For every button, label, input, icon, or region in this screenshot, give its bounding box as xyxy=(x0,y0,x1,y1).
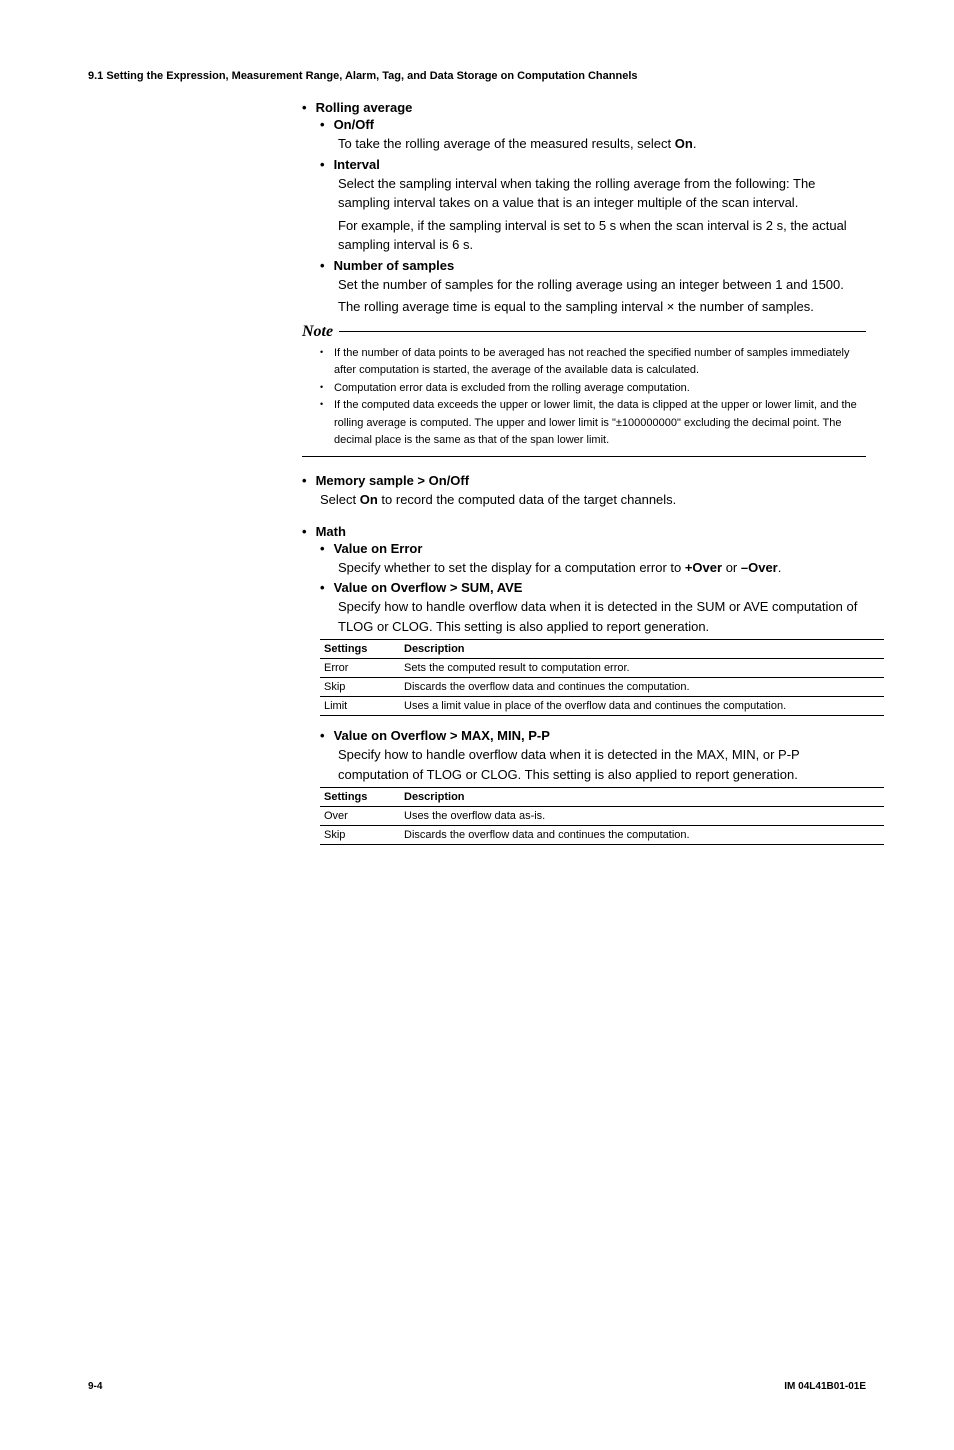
value-error-text: Specify whether to set the display for a… xyxy=(338,558,866,578)
memory-text: Select On to record the computed data of… xyxy=(320,490,866,510)
table-header: Settings xyxy=(320,640,400,659)
table-cell: Error xyxy=(320,659,400,678)
table-header: Description xyxy=(400,640,884,659)
note-item: If the computed data exceeds the upper o… xyxy=(320,397,866,450)
content-region: • Rolling average • On/Off To take the r… xyxy=(302,100,866,845)
memory-title: Memory sample > On/Off xyxy=(316,473,470,488)
samples-p1: Set the number of samples for the rollin… xyxy=(338,275,866,295)
samples-title: Number of samples xyxy=(334,258,455,273)
interval-p1: Select the sampling interval when taking… xyxy=(338,174,866,213)
onoff-text: To take the rolling average of the measu… xyxy=(338,134,866,154)
text-segment: Select xyxy=(320,492,360,507)
maxmin-p1: Specify how to handle overflow data when… xyxy=(338,745,866,784)
note-header: Note xyxy=(302,323,866,341)
text-bold: On xyxy=(675,136,693,151)
bullet-icon: • xyxy=(320,258,325,273)
bullet-icon: • xyxy=(302,524,307,539)
page-number: 9-4 xyxy=(88,1381,102,1392)
text-bold: –Over xyxy=(741,560,778,575)
table-cell: Uses a limit value in place of the overf… xyxy=(400,697,884,716)
text-segment: To take the rolling average of the measu… xyxy=(338,136,675,151)
math-title: Math xyxy=(316,524,346,539)
bullet-icon: • xyxy=(320,728,325,743)
bullet-icon: • xyxy=(320,117,325,132)
bullet-icon: • xyxy=(320,541,325,556)
note-item: If the number of data points to be avera… xyxy=(320,345,866,380)
text-bold: On xyxy=(360,492,378,507)
rolling-average-title: Rolling average xyxy=(316,100,413,115)
table-cell: Discards the overflow data and continues… xyxy=(400,678,884,697)
text-bold: +Over xyxy=(685,560,722,575)
table-header: Description xyxy=(400,788,884,807)
note-label: Note xyxy=(302,323,333,341)
table-row: Over Uses the overflow data as-is. xyxy=(320,807,884,826)
table-cell: Sets the computed result to computation … xyxy=(400,659,884,678)
maxmin-title: Value on Overflow > MAX, MIN, P-P xyxy=(334,728,550,743)
sumave-p1: Specify how to handle overflow data when… xyxy=(338,597,866,636)
sumave-title: Value on Overflow > SUM, AVE xyxy=(334,580,523,595)
table-cell: Uses the overflow data as-is. xyxy=(400,807,884,826)
table-row: Skip Discards the overflow data and cont… xyxy=(320,826,884,845)
note-header-line xyxy=(339,331,866,332)
note-bottom-line xyxy=(302,456,866,457)
onoff-title: On/Off xyxy=(334,117,374,132)
note-list: If the number of data points to be avera… xyxy=(320,345,866,451)
table-row: Error Sets the computed result to comput… xyxy=(320,659,884,678)
doc-id: IM 04L41B01-01E xyxy=(784,1381,866,1392)
text-segment: . xyxy=(693,136,697,151)
bullet-icon: • xyxy=(302,473,307,488)
bullet-icon: • xyxy=(302,100,307,115)
note-item: Computation error data is excluded from … xyxy=(320,380,866,398)
footer: 9-4 IM 04L41B01-01E xyxy=(88,1381,866,1392)
bullet-icon: • xyxy=(320,157,325,172)
table-cell: Skip xyxy=(320,826,400,845)
table-header: Settings xyxy=(320,788,400,807)
table-cell: Limit xyxy=(320,697,400,716)
interval-title: Interval xyxy=(334,157,380,172)
bullet-icon: • xyxy=(320,580,325,595)
table-cell: Skip xyxy=(320,678,400,697)
text-segment: . xyxy=(778,560,782,575)
maxmin-table: Settings Description Over Uses the overf… xyxy=(320,787,884,845)
table-cell: Discards the overflow data and continues… xyxy=(400,826,884,845)
text-segment: to record the computed data of the targe… xyxy=(378,492,676,507)
interval-p2: For example, if the sampling interval is… xyxy=(338,216,866,255)
samples-p2: The rolling average time is equal to the… xyxy=(338,297,866,317)
section-header: 9.1 Setting the Expression, Measurement … xyxy=(88,70,866,82)
sumave-table: Settings Description Error Sets the comp… xyxy=(320,639,884,716)
table-row: Skip Discards the overflow data and cont… xyxy=(320,678,884,697)
text-segment: or xyxy=(722,560,741,575)
table-row: Limit Uses a limit value in place of the… xyxy=(320,697,884,716)
value-error-title: Value on Error xyxy=(334,541,423,556)
table-cell: Over xyxy=(320,807,400,826)
text-segment: Specify whether to set the display for a… xyxy=(338,560,685,575)
